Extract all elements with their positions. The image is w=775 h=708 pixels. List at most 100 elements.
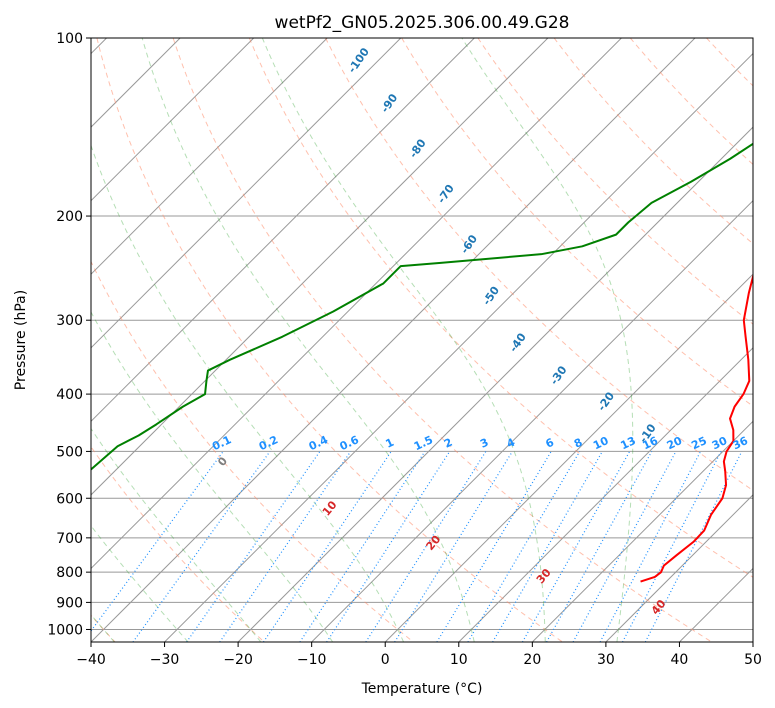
isotherm-line [91,38,549,496]
moist-adiabat-label: -90 [378,91,400,115]
dry-adiabat-line [401,38,753,407]
mixing-ratio-line [299,451,426,642]
dewpoint-line [91,142,753,471]
isotherm-line [91,38,255,202]
moist-adiabat-label: -30 [548,363,570,387]
x-tick-label: −40 [76,652,106,668]
moist-adiabat-line [91,427,262,642]
mixing-ratio-line [394,451,513,642]
moist-adiabat-line [461,38,634,642]
y-axis-label: Pressure (hPa) [13,290,29,390]
x-tick-label: 10 [450,652,468,668]
moist-adiabat-line [141,38,475,642]
x-tick-label: 50 [744,652,762,668]
isotherm-line [311,199,753,642]
dry-adiabat-label: 30 [534,566,554,586]
x-tick-label: 30 [597,652,615,668]
dry-adiabat-line [96,38,563,642]
isotherm-line [91,38,622,570]
moist-adiabat-line [91,144,405,642]
isotherm-line [91,38,328,275]
dry-adiabat-line [553,38,753,245]
chart-title: wetPf2_GN05.2025.306.00.49.G28 [275,13,570,33]
isotherm-line [91,38,475,423]
y-tick-label: 600 [56,491,83,507]
mixing-ratio-label: 20 [665,434,685,452]
x-tick-label: 20 [523,652,541,668]
dry-adiabat-line [172,38,713,642]
mixing-ratio-line [263,451,392,642]
mixing-ratio-label: 0.1 [210,433,233,453]
mixing-ratio-label: 0.6 [338,433,361,453]
x-tick-label: 0 [381,652,390,668]
mixing-ratio-label: 0.2 [257,433,280,453]
isotherm-line [752,641,753,642]
y-tick-label: 300 [56,313,83,329]
isotherm-line [91,38,402,349]
mixing-ratio-label: 13 [618,434,637,452]
y-tick-label: 1000 [47,622,83,638]
mixing-ratio-label: 8 [572,436,584,451]
dry-adiabat-line [477,38,753,325]
mixing-ratio-line [365,451,487,642]
moist-adiabats [91,38,634,642]
mixing-ratio-label: 10 [591,434,611,452]
mixing-ratio-label: 36 [731,434,751,452]
x-tick-label: 40 [671,652,689,668]
isotherm-line [91,38,696,642]
y-tick-label: 100 [56,31,83,47]
mixing-ratio-line [521,451,631,642]
x-tick-label: −30 [150,652,180,668]
mixing-ratio-label: 16 [641,434,661,452]
sounding-profiles [91,142,753,583]
dry-adiabat-line [248,38,753,578]
mixing-ratio-line [219,451,352,642]
y-tick-label: 200 [56,209,83,225]
dry-adiabat-label: 0 [215,454,230,468]
mixing-ratio-line [91,451,224,632]
temperature-line [640,272,753,583]
moist-adiabat-label: -20 [595,389,617,413]
dry-adiabats [91,38,753,642]
dry-adiabat-label: 40 [649,597,669,617]
plot-area: 0.1 0.2 0.4 0.6 1 1.5 2 3 4 6 8 10 13 16 20 25 30 36-100-… [91,38,753,642]
mixing-ratio-label: 3 [478,436,490,451]
moist-adiabat-line [261,38,546,642]
mixing-ratio-line [132,451,271,642]
moist-adiabat-label: -40 [507,331,529,355]
mixing-ratio-label: 30 [710,434,730,452]
mixing-ratio-line [546,451,653,642]
dry-adiabat-line [91,260,414,642]
dry-adiabat-line [706,38,753,87]
y-tick-label: 700 [56,531,83,547]
mixing-ratio-label: 0.4 [307,433,330,453]
dry-adiabat-label: 20 [423,533,443,553]
mixing-ratio-line [186,451,321,642]
isotherm-line [164,52,753,642]
y-tick-label: 800 [56,565,83,581]
mixing-ratio-line [326,451,451,642]
y-axis-ticks: 100 200 300 400 500 600 700 800 900 1000 [47,31,91,638]
moist-adiabat-line [91,524,189,642]
plot-frame [90,37,754,643]
mixing-ratio-line [644,451,743,642]
moist-adiabat-label: -80 [407,136,429,160]
isotherm-line [679,567,753,642]
moist-adiabat-label: -70 [435,182,457,206]
x-axis-label: Temperature (°C) [361,681,483,697]
mixing-ratio-line [599,451,702,642]
moist-adiabat-label: -50 [480,284,502,308]
mixing-ratio-label: 1 [384,436,396,451]
y-tick-label: 900 [56,595,83,611]
isotherm-line [237,126,753,642]
isotherm-line [605,494,753,642]
mixing-ratio-label: 1.5 [412,433,435,453]
y-tick-label: 400 [56,387,83,403]
x-tick-label: −20 [223,652,253,668]
mixing-ratio-line [622,451,722,642]
moist-adiabat-line [91,311,334,642]
mixing-ratio-label: 2 [442,436,454,451]
isotherm-line [384,273,753,642]
isobar-grid [91,38,753,630]
